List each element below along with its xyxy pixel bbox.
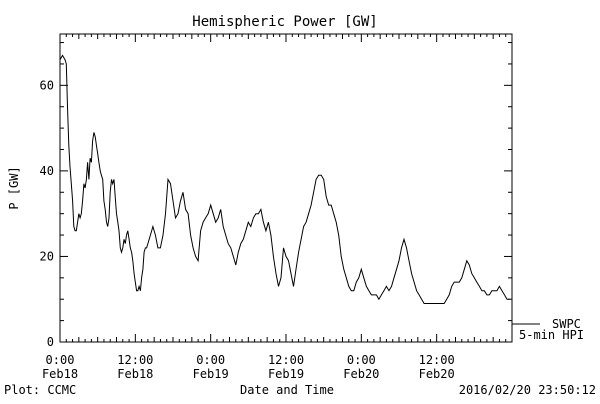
x-tick-time: 12:00 [117,353,153,367]
legend-product: 5-min HPI [519,328,584,342]
y-axis: 0 20 40 60 [40,42,512,349]
x-tick-date: Feb20 [419,367,455,381]
x-tick-date: Feb18 [42,367,78,381]
legend-source: SWPC [552,317,581,331]
x-tick-time: 0:00 [46,353,75,367]
x-axis-label: Date and Time [240,383,334,397]
y-axis-label: P [GW] [7,166,21,209]
x-axis: 0:00Feb1812:00Feb180:00Feb1912:00Feb190:… [42,34,513,381]
x-tick-date: Feb19 [268,367,304,381]
chart-title: Hemispheric Power [GW] [192,14,377,30]
y-tick-label: 0 [47,335,54,349]
plot-frame [59,33,513,343]
x-tick-time: 0:00 [196,353,225,367]
footer-left: Plot: CCMC [4,383,76,397]
x-tick-time: 12:00 [419,353,455,367]
y-tick-label: 40 [40,164,54,178]
y-tick-label: 60 [40,78,54,92]
series-group [59,54,510,304]
series-line [59,54,510,304]
x-tick-time: 12:00 [268,353,304,367]
y-tick-label: 20 [40,249,54,263]
x-tick-time: 0:00 [347,353,376,367]
x-tick-date: Feb18 [117,367,153,381]
x-tick-date: Feb19 [193,367,229,381]
footer-right: 2016/02/20 23:50:12 [459,383,596,397]
x-tick-date: Feb20 [343,367,379,381]
